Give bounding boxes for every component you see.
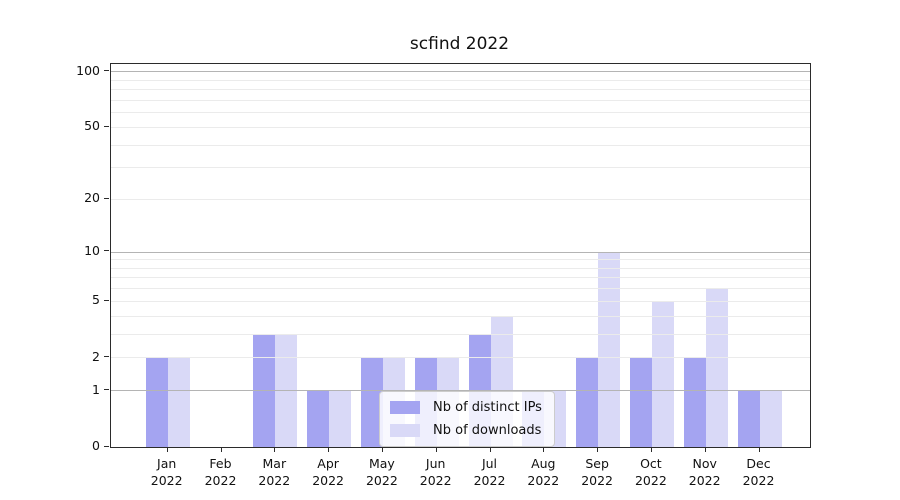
x-tick-label: Dec 2022	[742, 456, 775, 488]
x-tick-label: Jan 2022	[150, 456, 183, 488]
major-gridline	[111, 251, 810, 253]
y-tick-mark	[104, 389, 109, 391]
y-tick-label: 100	[76, 62, 100, 78]
bar-downloads-nov	[705, 288, 728, 447]
x-tick-mark	[328, 447, 330, 452]
x-tick-label: Feb 2022	[204, 456, 237, 488]
x-tick-mark	[543, 447, 545, 452]
minor-gridline	[111, 99, 810, 101]
bar-distinct-ips-oct	[629, 357, 652, 447]
x-tick-mark	[650, 447, 652, 452]
x-tick-label: Apr 2022	[312, 456, 344, 488]
bar-downloads-mar	[275, 334, 298, 447]
bar-downloads-dec	[759, 390, 782, 447]
x-tick-label: Nov 2022	[688, 456, 721, 488]
bar-distinct-ips-jan	[145, 357, 168, 447]
minor-gridline	[111, 79, 810, 81]
x-tick-label: Sep 2022	[581, 456, 613, 488]
bar-distinct-ips-apr	[307, 390, 330, 447]
legend-swatch-downloads	[390, 424, 420, 437]
y-tick-mark	[104, 445, 109, 447]
bar-distinct-ips-may	[360, 357, 383, 447]
y-tick-label: 10	[84, 242, 100, 258]
minor-gridline	[111, 126, 810, 128]
x-tick-label: Oct 2022	[634, 456, 667, 488]
y-tick-label: 2	[92, 348, 100, 364]
minor-gridline	[111, 144, 810, 146]
minor-gridline	[111, 89, 810, 91]
y-tick-mark	[104, 70, 109, 72]
y-tick-mark	[104, 250, 109, 252]
minor-gridline	[111, 259, 810, 261]
legend-swatch-distinct-ips	[390, 401, 420, 414]
legend-entry: Nb of distinct IPs	[390, 400, 542, 415]
minor-gridline	[111, 112, 810, 114]
bar-downloads-apr	[329, 390, 352, 447]
y-tick-mark	[104, 356, 109, 358]
x-tick-label: Jun 2022	[419, 456, 452, 488]
x-tick-label: Aug 2022	[527, 456, 560, 488]
minor-gridline	[111, 167, 810, 169]
x-tick-mark	[704, 447, 706, 452]
x-tick-mark	[381, 447, 383, 452]
legend-entry: Nb of downloads	[390, 423, 542, 438]
bar-distinct-ips-mar	[253, 334, 276, 447]
y-tick-mark	[104, 299, 109, 301]
minor-gridline	[111, 267, 810, 269]
x-tick-label: May 2022	[365, 456, 398, 488]
x-tick-mark	[758, 447, 760, 452]
bar-downloads-jan	[167, 357, 190, 447]
y-tick-mark	[104, 197, 109, 199]
y-tick-label: 5	[92, 292, 100, 308]
y-tick-mark	[104, 125, 109, 127]
x-tick-label: Jul 2022	[473, 456, 506, 488]
y-tick-label: 1	[92, 381, 100, 397]
bar-distinct-ips-dec	[737, 390, 760, 447]
minor-gridline	[111, 198, 810, 200]
bar-distinct-ips-sep	[576, 357, 599, 447]
x-tick-mark	[220, 447, 222, 452]
x-tick-label: Mar 2022	[258, 456, 291, 488]
y-tick-label: 0	[92, 438, 100, 453]
chart-title: scfind 2022	[409, 34, 510, 54]
legend-label: Nb of downloads	[433, 423, 542, 438]
legend-label: Nb of distinct IPs	[433, 400, 542, 415]
legend: Nb of distinct IPs Nb of downloads	[379, 391, 555, 447]
major-gridline	[111, 71, 810, 73]
x-tick-mark	[166, 447, 168, 452]
x-tick-mark	[489, 447, 491, 452]
y-tick-label: 50	[84, 118, 100, 134]
bar-distinct-ips-nov	[683, 357, 706, 447]
x-tick-mark	[597, 447, 599, 452]
x-tick-mark	[274, 447, 276, 452]
x-tick-mark	[435, 447, 437, 452]
y-tick-label: 20	[84, 190, 100, 206]
bar-downloads-oct	[651, 301, 674, 447]
minor-gridline	[111, 277, 810, 279]
bar-downloads-sep	[598, 252, 621, 447]
